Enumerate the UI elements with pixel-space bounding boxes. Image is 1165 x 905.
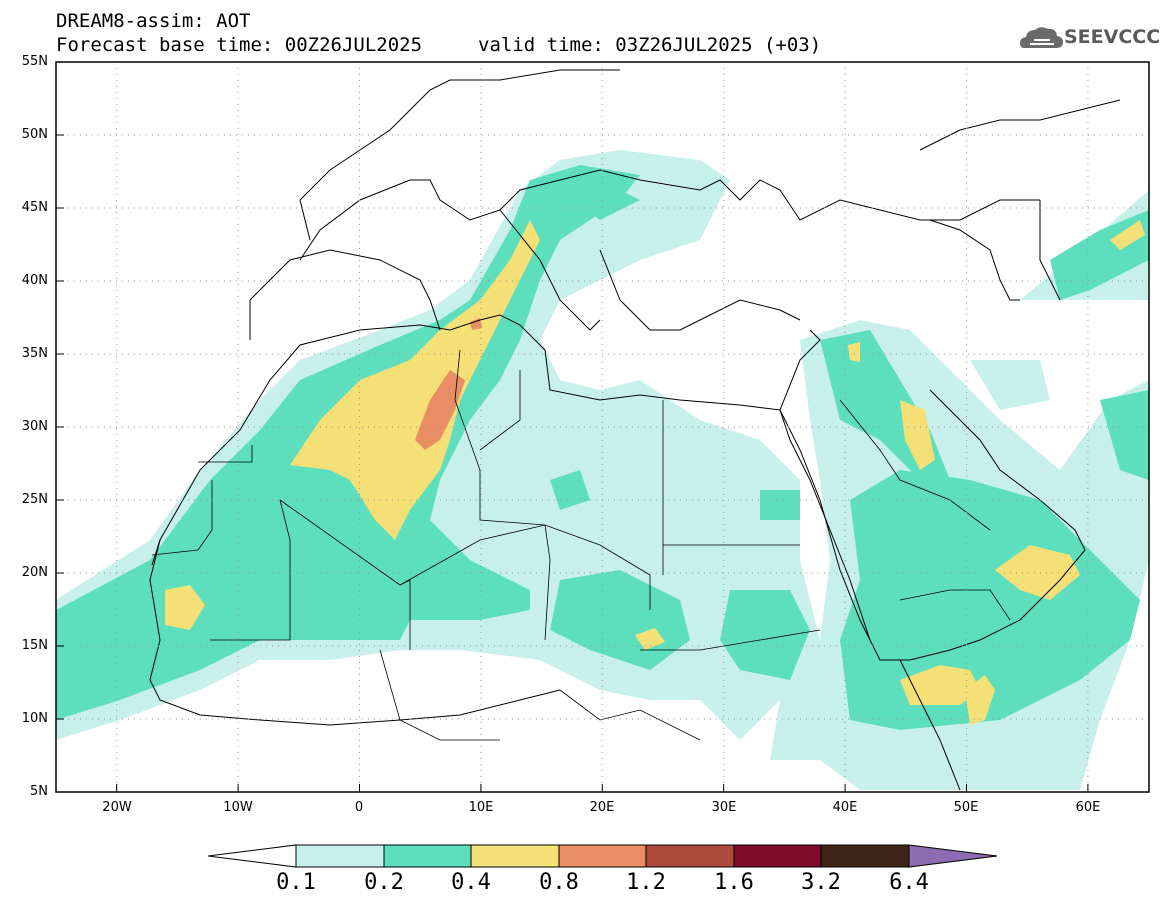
colorbar-over-triangle <box>908 844 998 868</box>
colorbar-label: 6.4 <box>889 870 929 895</box>
lon-label: 30E <box>711 800 737 815</box>
aot-fields <box>56 150 1149 790</box>
lat-label: 45N <box>21 200 48 215</box>
logo-text: SEEVCCC <box>1064 26 1161 48</box>
colorbar-under-triangle <box>207 844 297 868</box>
lon-label: 50E <box>953 800 979 815</box>
lon-label: 60E <box>1075 800 1101 815</box>
colorbar-swatch-6 <box>733 844 822 868</box>
colorbar-swatch-3 <box>470 844 560 868</box>
coastlines <box>149 69 1121 791</box>
colorbar-label: 0.8 <box>539 870 579 895</box>
lat-label: 5N <box>30 784 48 799</box>
colorbar-label: 0.1 <box>276 870 316 895</box>
forecast-base-time: Forecast base time: 00Z26JUL2025 <box>56 34 423 56</box>
lon-label: 10E <box>468 800 494 815</box>
lat-label: 30N <box>21 419 48 434</box>
grid-lines <box>56 62 1149 792</box>
cloud-logo-icon <box>1020 27 1063 48</box>
lat-label: 20N <box>21 565 48 580</box>
lat-label: 15N <box>21 638 48 653</box>
colorbar-swatch-5 <box>645 844 735 868</box>
colorbar-label: 0.4 <box>451 870 491 895</box>
lon-label: 10W <box>223 800 253 815</box>
lat-label: 55N <box>21 54 48 69</box>
lat-label: 50N <box>21 127 48 142</box>
valid-time: valid time: 03Z26JUL2025 (+03) <box>478 34 822 56</box>
colorbar-swatch-4 <box>558 844 647 868</box>
lat-label: 10N <box>21 711 48 726</box>
lat-label: 40N <box>21 273 48 288</box>
aot-band-0.4 <box>165 220 1145 725</box>
borders <box>151 349 1011 741</box>
colorbar <box>207 844 998 868</box>
colorbar-label: 1.6 <box>714 870 754 895</box>
lon-label: 20W <box>102 800 132 815</box>
lat-label: 25N <box>21 492 48 507</box>
colorbar-label: 1.2 <box>626 870 666 895</box>
aot-band-0.8 <box>415 318 482 450</box>
lon-label: 40E <box>832 800 858 815</box>
lon-label: 0 <box>354 800 364 815</box>
colorbar-label: 0.2 <box>364 870 404 895</box>
lat-label: 35N <box>21 346 48 361</box>
map-title: DREAM8-assim: AOT <box>56 10 251 32</box>
axis-ticks <box>56 61 1089 793</box>
colorbar-swatch-2 <box>383 844 472 868</box>
colorbar-swatch-7 <box>820 844 910 868</box>
lon-label: 20E <box>589 800 615 815</box>
colorbar-label: 3.2 <box>801 870 841 895</box>
colorbar-swatch-1 <box>295 844 385 868</box>
